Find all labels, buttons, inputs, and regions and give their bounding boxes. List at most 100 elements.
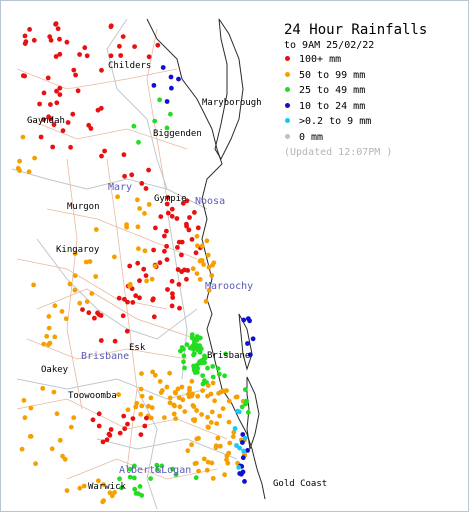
station-dot — [104, 437, 110, 443]
station-dot — [226, 450, 232, 456]
station-dot — [50, 144, 56, 150]
station-dot — [133, 404, 139, 410]
station-dot — [71, 67, 77, 73]
place-biggenden: Biggenden — [153, 129, 202, 139]
station-dot — [164, 384, 170, 390]
station-dot — [136, 139, 141, 145]
station-dot — [153, 225, 158, 231]
station-dot — [134, 400, 140, 406]
road-line — [46, 208, 198, 260]
station-dot — [138, 411, 144, 417]
station-dot — [130, 300, 136, 305]
station-dot — [96, 423, 102, 429]
station-dot — [197, 277, 203, 282]
station-dot — [173, 472, 179, 478]
station-dot — [184, 276, 189, 282]
station-dot — [133, 491, 139, 496]
station-dot — [208, 391, 214, 397]
station-dot — [247, 318, 253, 324]
station-dot — [84, 299, 90, 304]
station-dot — [72, 273, 78, 279]
station-dot — [224, 457, 229, 463]
station-dot — [139, 403, 145, 409]
station-dot — [48, 102, 53, 107]
station-dot — [77, 485, 83, 491]
station-dot — [192, 418, 198, 424]
station-dot — [239, 404, 245, 410]
station-dot — [112, 338, 118, 344]
station-dot — [57, 92, 63, 97]
legend-label: >0.2 to 9 mm — [299, 116, 372, 127]
station-dot — [146, 202, 152, 207]
station-dot — [169, 278, 175, 284]
station-dot — [175, 267, 181, 272]
station-dot — [205, 459, 211, 465]
station-dot — [27, 434, 33, 439]
station-dot — [95, 107, 101, 113]
station-dot — [82, 45, 88, 51]
station-dot — [209, 273, 215, 278]
station-dot — [191, 366, 197, 371]
station-dot — [41, 341, 47, 347]
place-brisbane: Brisbane — [207, 351, 251, 361]
station-dot — [67, 281, 73, 287]
place-esk: Esk — [129, 343, 146, 353]
station-dot — [250, 336, 256, 342]
station-dot — [171, 411, 177, 417]
station-dot — [162, 248, 167, 254]
station-dot — [137, 484, 143, 489]
station-dot — [162, 415, 167, 420]
station-dot — [53, 21, 59, 26]
station-dot — [184, 221, 189, 227]
station-dot — [157, 260, 163, 266]
station-dot — [22, 415, 28, 421]
station-dot — [117, 430, 123, 436]
station-dot — [193, 475, 199, 481]
station-dot — [192, 210, 197, 215]
station-dot — [159, 463, 165, 469]
station-dot — [195, 225, 201, 231]
station-dot — [202, 360, 208, 365]
legend-updated: (Updated 12:07PM ) — [284, 147, 393, 158]
station-dot — [205, 383, 211, 388]
legend-item: 50 to 99 mm — [284, 68, 464, 84]
station-dot — [158, 390, 164, 395]
station-dot — [64, 488, 70, 493]
station-dot — [152, 118, 158, 124]
station-dot — [47, 34, 53, 40]
station-dot — [158, 214, 164, 220]
legend-label: 100+ mm — [299, 54, 342, 65]
station-dot — [141, 266, 147, 272]
station-dot — [236, 465, 242, 470]
station-dot — [189, 442, 195, 448]
station-dot — [209, 409, 215, 415]
station-dot — [75, 88, 81, 94]
place-gayndah: Gayndah — [27, 116, 65, 126]
station-dot — [186, 227, 192, 233]
station-dot — [64, 39, 70, 45]
station-dot — [205, 393, 210, 399]
catchment-boundary — [96, 438, 238, 460]
legend-swatch — [285, 87, 290, 92]
station-dot — [22, 73, 27, 79]
region-maroochy: Maroochy — [205, 281, 254, 292]
region-brisbane: Brisbane — [81, 351, 130, 362]
legend-item: 10 to 24 mm — [284, 99, 464, 115]
station-dot — [52, 334, 58, 340]
station-dot — [109, 493, 115, 499]
station-dot — [121, 413, 127, 419]
station-dot — [52, 303, 58, 309]
station-dot — [170, 295, 176, 300]
station-dot — [179, 345, 185, 350]
station-dot — [135, 260, 141, 266]
station-dot — [54, 100, 60, 106]
station-dot — [230, 434, 236, 439]
station-dot — [37, 101, 42, 107]
station-dot — [68, 144, 73, 150]
station-dot — [45, 75, 51, 81]
station-dot — [187, 215, 192, 220]
station-dot — [174, 216, 180, 221]
station-dot — [146, 167, 152, 173]
catchment-boundary — [136, 388, 158, 509]
legend-swatch — [285, 56, 290, 61]
